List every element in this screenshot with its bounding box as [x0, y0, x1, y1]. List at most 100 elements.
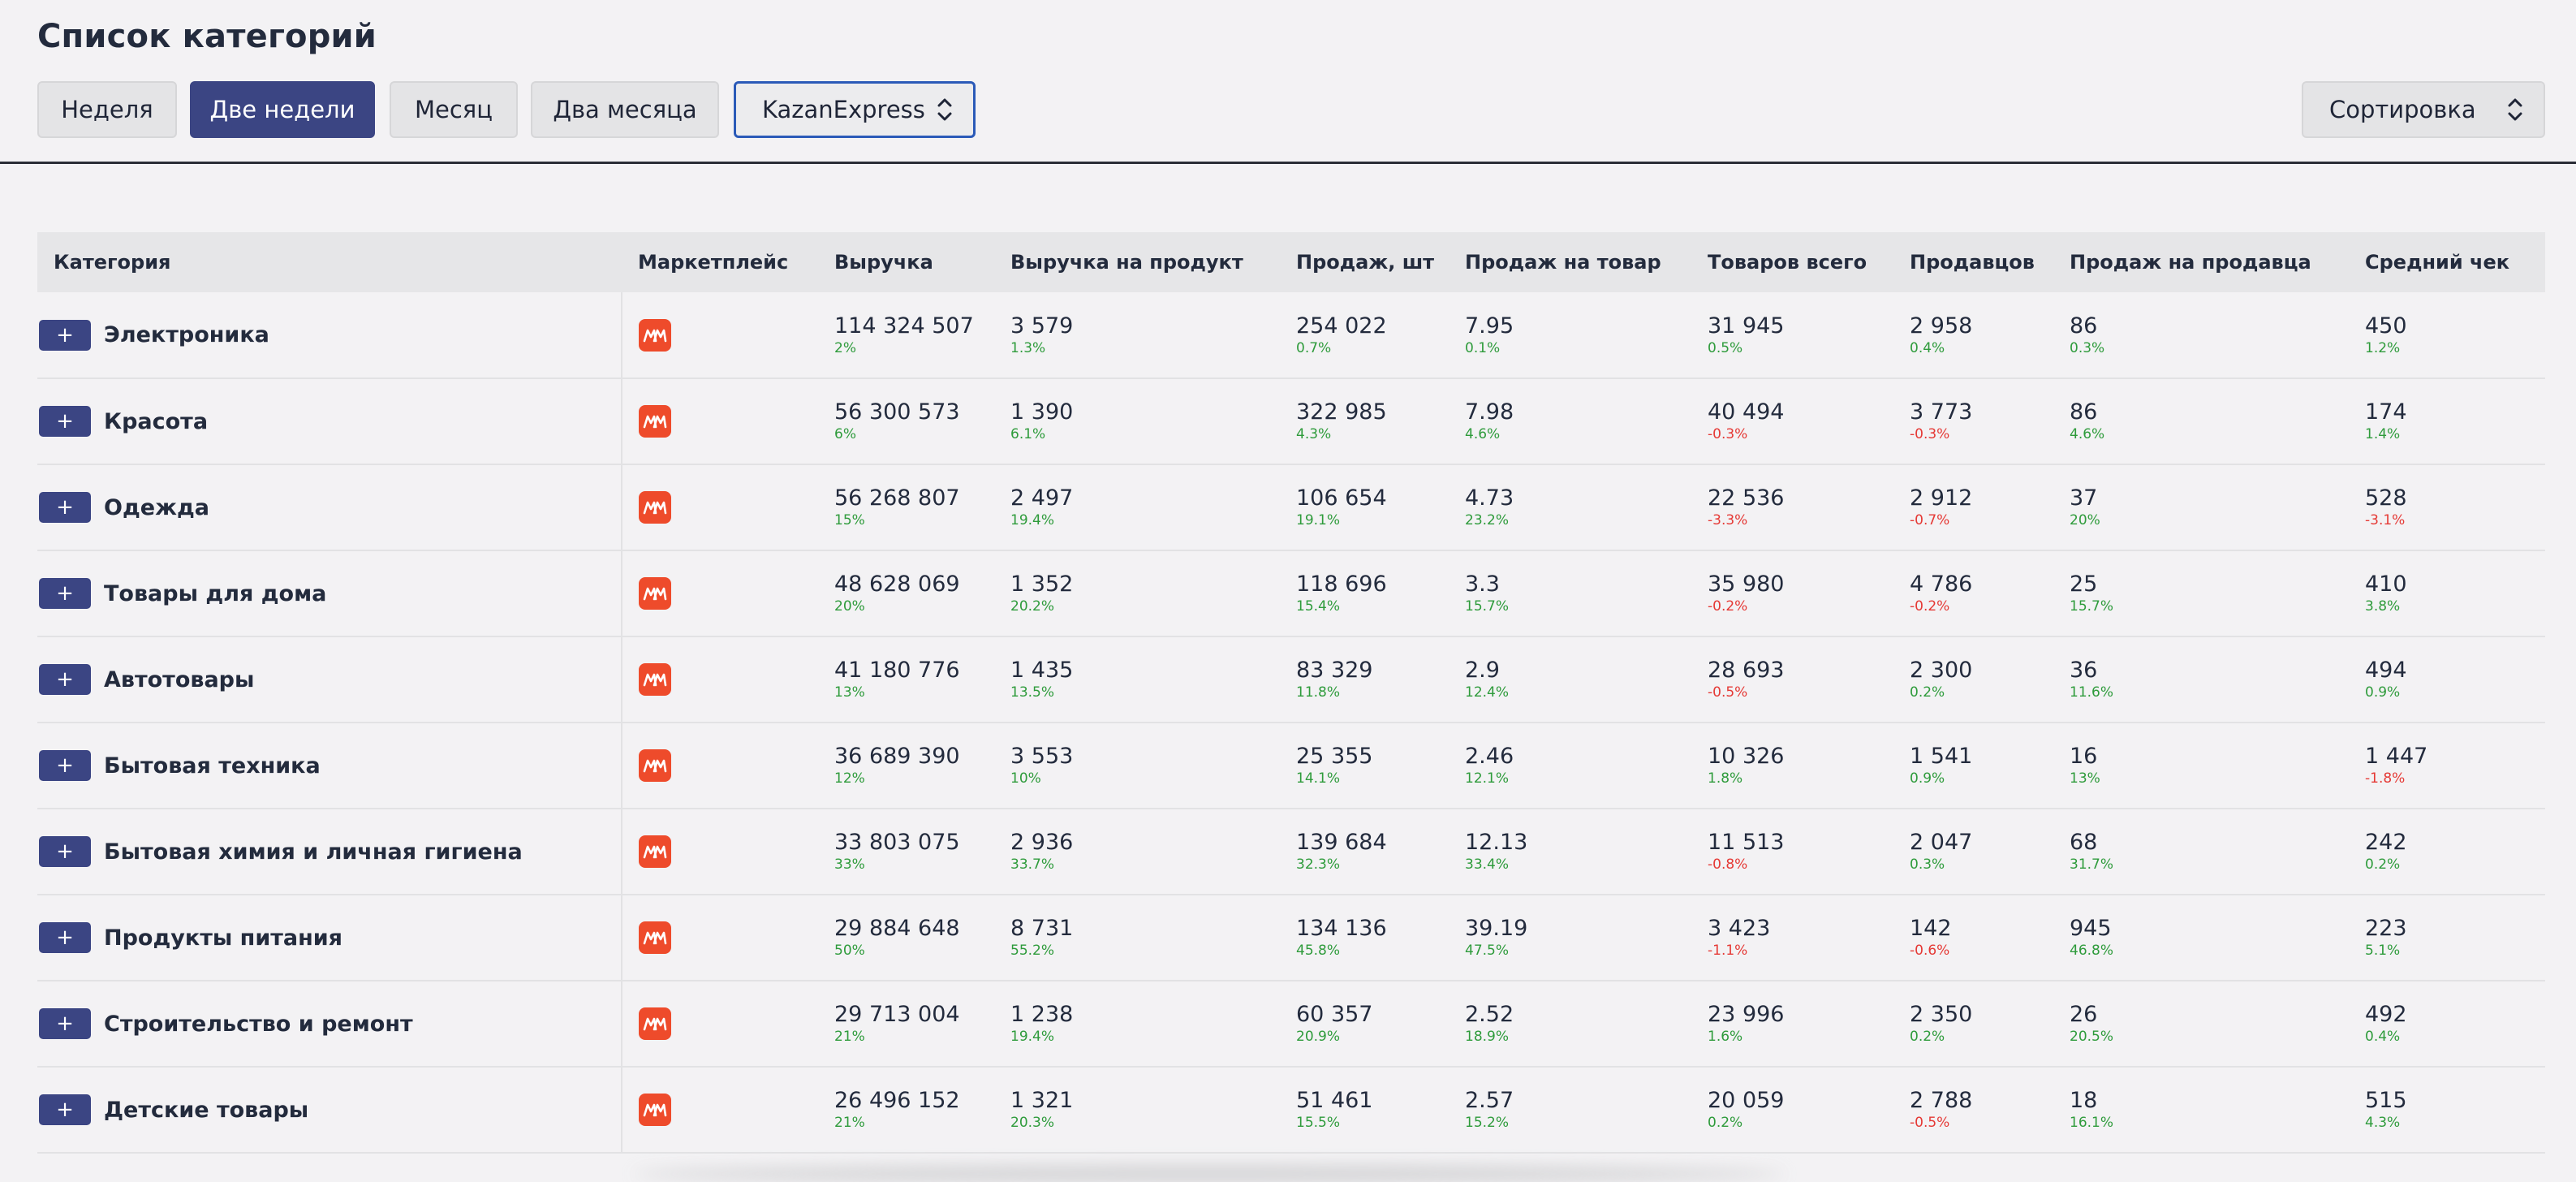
total-items-change: -0.8%: [1708, 856, 1748, 873]
revenue-per-product-value: 1 321: [1010, 1088, 1074, 1113]
expand-category-button[interactable]: +: [39, 922, 91, 953]
average-check-cell: 528 -3.1%: [2349, 464, 2545, 550]
revenue-per-product-change: 6.1%: [1010, 426, 1046, 442]
kazanexpress-logo-glyph-icon: [643, 1103, 667, 1117]
period-month-button[interactable]: Месяц: [390, 81, 518, 138]
column-header-sales-per-item[interactable]: Продаж на товар: [1465, 251, 1661, 274]
revenue-per-product-change: 19.4%: [1010, 512, 1055, 528]
marketplace-cell: [622, 723, 818, 809]
sellers-value: 2 047: [1910, 830, 1973, 855]
revenue-cell: 26 496 152 21%: [818, 1067, 994, 1153]
marketplace-cell: [622, 378, 818, 464]
category-name[interactable]: Автотовары: [104, 666, 255, 692]
average-check-value: 528: [2365, 485, 2407, 511]
average-check-cell: 174 1.4%: [2349, 378, 2545, 464]
average-check-change: 3.8%: [2365, 598, 2401, 615]
sales-count-value: 106 654: [1296, 485, 1387, 511]
kazanexpress-logo-glyph-icon: [643, 587, 667, 601]
total-items-value: 31 945: [1708, 313, 1785, 339]
period-two-months-button[interactable]: Два месяца: [531, 81, 719, 138]
sellers-value: 2 300: [1910, 658, 1973, 683]
expand-category-button[interactable]: +: [39, 578, 91, 609]
sales-count-cell: 322 985 4.3%: [1280, 378, 1449, 464]
revenue-per-product-cell: 1 390 6.1%: [994, 378, 1280, 464]
sales-per-seller-value: 86: [2070, 313, 2098, 339]
sort-select[interactable]: Сортировка: [2302, 81, 2545, 138]
sellers-change: -0.3%: [1910, 426, 1950, 442]
sales-count-cell: 106 654 19.1%: [1280, 464, 1449, 550]
total-items-cell: 3 423 -1.1%: [1691, 895, 1893, 981]
revenue-value: 56 300 573: [834, 399, 960, 425]
sales-per-item-change: 18.9%: [1465, 1029, 1510, 1045]
average-check-value: 1 447: [2365, 744, 2428, 769]
revenue-cell: 33 803 075 33%: [818, 809, 994, 895]
table-row: + Продукты питания 29 884 648 50% 8 731 55.2%…: [37, 895, 2545, 981]
category-cell-content: + Товары для дома: [39, 578, 621, 609]
kazanexpress-logo-icon: [639, 405, 671, 438]
column-header-sales-per-seller[interactable]: Продаж на продавца: [2070, 251, 2311, 274]
revenue-cell: 29 713 004 21%: [818, 981, 994, 1067]
sellers-value: 142: [1910, 916, 1952, 941]
category-name[interactable]: Красота: [104, 408, 209, 434]
column-header-revenue[interactable]: Выручка: [834, 251, 933, 274]
sales-count-cell: 83 329 11.8%: [1280, 636, 1449, 723]
marketplace-cell: [622, 550, 818, 636]
sales-per-seller-cell: 16 13%: [2053, 723, 2349, 809]
category-name[interactable]: Электроника: [104, 322, 269, 347]
expand-category-button[interactable]: +: [39, 836, 91, 867]
category-name[interactable]: Бытовая техника: [104, 753, 321, 779]
revenue-per-product-value: 1 352: [1010, 572, 1074, 597]
sales-count-value: 25 355: [1296, 744, 1373, 769]
revenue-per-product-change: 10%: [1010, 770, 1041, 787]
column-header-marketplace[interactable]: Маркетплейс: [638, 251, 789, 274]
table-row: + Строительство и ремонт 29 713 004 21% 1 23…: [37, 981, 2545, 1067]
kazanexpress-logo-icon: [639, 577, 671, 610]
revenue-per-product-change: 20.3%: [1010, 1115, 1055, 1131]
column-header-sales-count[interactable]: Продаж, шт: [1296, 251, 1435, 274]
category-name[interactable]: Продукты питания: [104, 925, 343, 951]
expand-category-button[interactable]: +: [39, 664, 91, 695]
column-header-sellers[interactable]: Продавцов: [1910, 251, 2035, 274]
revenue-per-product-change: 20.2%: [1010, 598, 1055, 615]
column-header-category[interactable]: Категория: [54, 251, 171, 274]
sellers-cell: 4 786 -0.2%: [1893, 550, 2053, 636]
total-items-cell: 28 693 -0.5%: [1691, 636, 1893, 723]
sales-count-change: 11.8%: [1296, 684, 1341, 701]
sales-per-item-value: 3.3: [1465, 572, 1500, 597]
sales-count-change: 15.4%: [1296, 598, 1341, 615]
sales-per-item-change: 15.7%: [1465, 598, 1510, 615]
category-name[interactable]: Бытовая химия и личная гигиена: [104, 839, 523, 865]
category-cell: + Бытовая техника: [37, 723, 622, 809]
period-two-weeks-button[interactable]: Две недели: [190, 81, 375, 138]
column-header-average-check[interactable]: Средний чек: [2365, 251, 2510, 274]
column-header-total-items[interactable]: Товаров всего: [1708, 251, 1867, 274]
sales-per-seller-change: 13%: [2070, 770, 2100, 787]
expand-category-button[interactable]: +: [39, 406, 91, 437]
sales-per-item-value: 39.19: [1465, 916, 1528, 941]
period-week-button[interactable]: Неделя: [37, 81, 177, 138]
revenue-value: 41 180 776: [834, 658, 960, 683]
average-check-cell: 450 1.2%: [2349, 292, 2545, 378]
column-header-revenue-per-product[interactable]: Выручка на продукт: [1010, 251, 1243, 274]
table-row: + Детские товары 26 496 152 21% 1 321 20.3% 51…: [37, 1067, 2545, 1153]
expand-category-button[interactable]: +: [39, 1008, 91, 1039]
expand-category-button[interactable]: +: [39, 492, 91, 523]
category-name[interactable]: Товары для дома: [104, 580, 327, 606]
categories-table: Категория Маркетплейс Выручка Выручка на…: [37, 232, 2545, 1154]
expand-category-button[interactable]: +: [39, 319, 91, 351]
revenue-per-product-cell: 3 579 1.3%: [994, 292, 1280, 378]
marketplace-select[interactable]: KazanExpress: [734, 81, 976, 138]
sellers-change: 0.9%: [1910, 770, 1945, 787]
marketplace-select-value: KazanExpress: [762, 96, 925, 123]
total-items-change: 0.2%: [1708, 1115, 1743, 1131]
total-items-cell: 23 996 1.6%: [1691, 981, 1893, 1067]
expand-category-button[interactable]: +: [39, 1094, 91, 1125]
sales-count-value: 322 985: [1296, 399, 1387, 425]
average-check-value: 410: [2365, 572, 2407, 597]
expand-category-button[interactable]: +: [39, 750, 91, 781]
average-check-value: 492: [2365, 1002, 2407, 1027]
category-name[interactable]: Одежда: [104, 494, 209, 520]
total-items-cell: 22 536 -3.3%: [1691, 464, 1893, 550]
category-name[interactable]: Строительство и ремонт: [104, 1011, 413, 1037]
category-name[interactable]: Детские товары: [104, 1097, 309, 1123]
